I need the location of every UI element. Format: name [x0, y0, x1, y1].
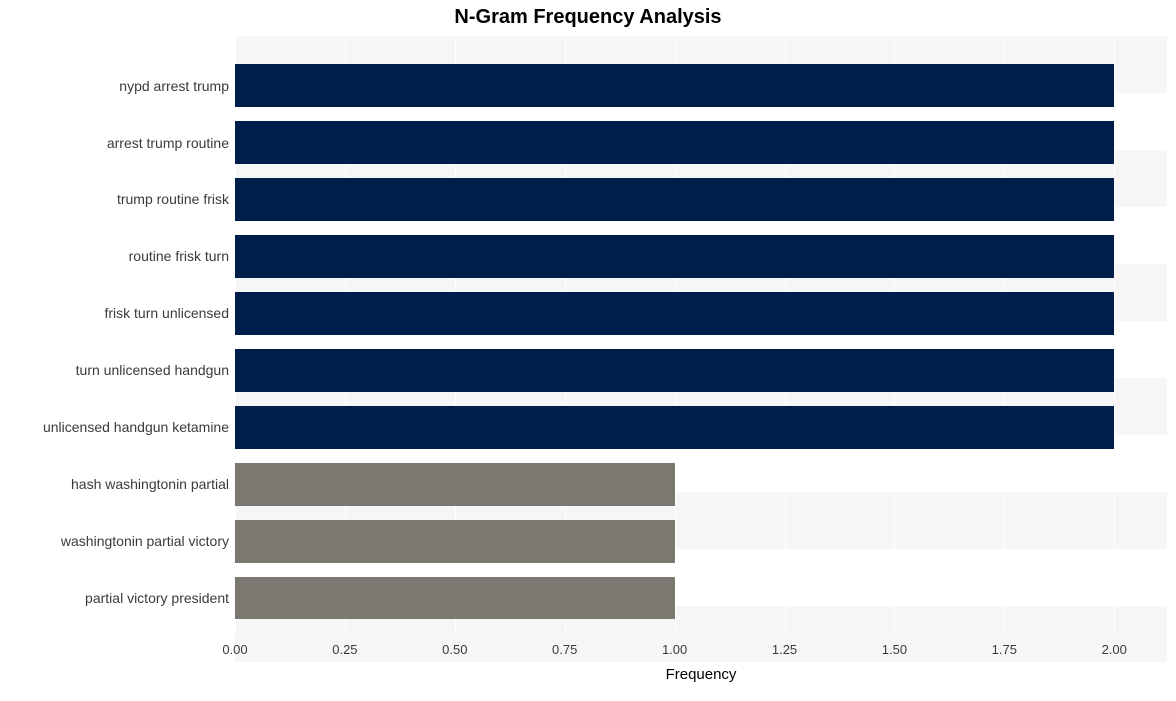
- bar: [235, 349, 1114, 392]
- plot-area: nypd arrest trumparrest trump routinetru…: [235, 36, 1167, 634]
- x-tick-label: 0.25: [332, 642, 357, 657]
- y-tick-label: trump routine frisk: [117, 191, 235, 207]
- bar: [235, 64, 1114, 107]
- x-tick-label: 1.75: [992, 642, 1017, 657]
- bar: [235, 292, 1114, 335]
- x-tick-label: 1.25: [772, 642, 797, 657]
- x-tick-label: 0.75: [552, 642, 577, 657]
- bar: [235, 121, 1114, 164]
- y-tick-label: routine frisk turn: [129, 248, 235, 264]
- y-tick-label: frisk turn unlicensed: [104, 305, 235, 321]
- x-axis-label: Frequency: [666, 666, 737, 683]
- x-tick-label: 1.50: [882, 642, 907, 657]
- y-tick-label: partial victory president: [85, 590, 235, 606]
- y-tick-label: nypd arrest trump: [119, 78, 235, 94]
- bar: [235, 463, 675, 506]
- y-tick-label: washingtonin partial victory: [61, 533, 235, 549]
- bar: [235, 406, 1114, 449]
- chart-title: N-Gram Frequency Analysis: [0, 6, 1176, 29]
- ngram-chart: N-Gram Frequency Analysis nypd arrest tr…: [0, 0, 1176, 701]
- bar: [235, 520, 675, 563]
- x-tick-label: 2.00: [1102, 642, 1127, 657]
- bar: [235, 577, 675, 620]
- y-tick-label: hash washingtonin partial: [71, 476, 235, 492]
- x-tick-label: 0.50: [442, 642, 467, 657]
- x-tick-label: 0.00: [222, 642, 247, 657]
- bar: [235, 178, 1114, 221]
- y-tick-label: arrest trump routine: [107, 135, 235, 151]
- x-tick-label: 1.00: [662, 642, 687, 657]
- y-tick-label: turn unlicensed handgun: [76, 362, 235, 378]
- y-tick-label: unlicensed handgun ketamine: [43, 419, 235, 435]
- gridline: [1114, 36, 1115, 634]
- bar: [235, 235, 1114, 278]
